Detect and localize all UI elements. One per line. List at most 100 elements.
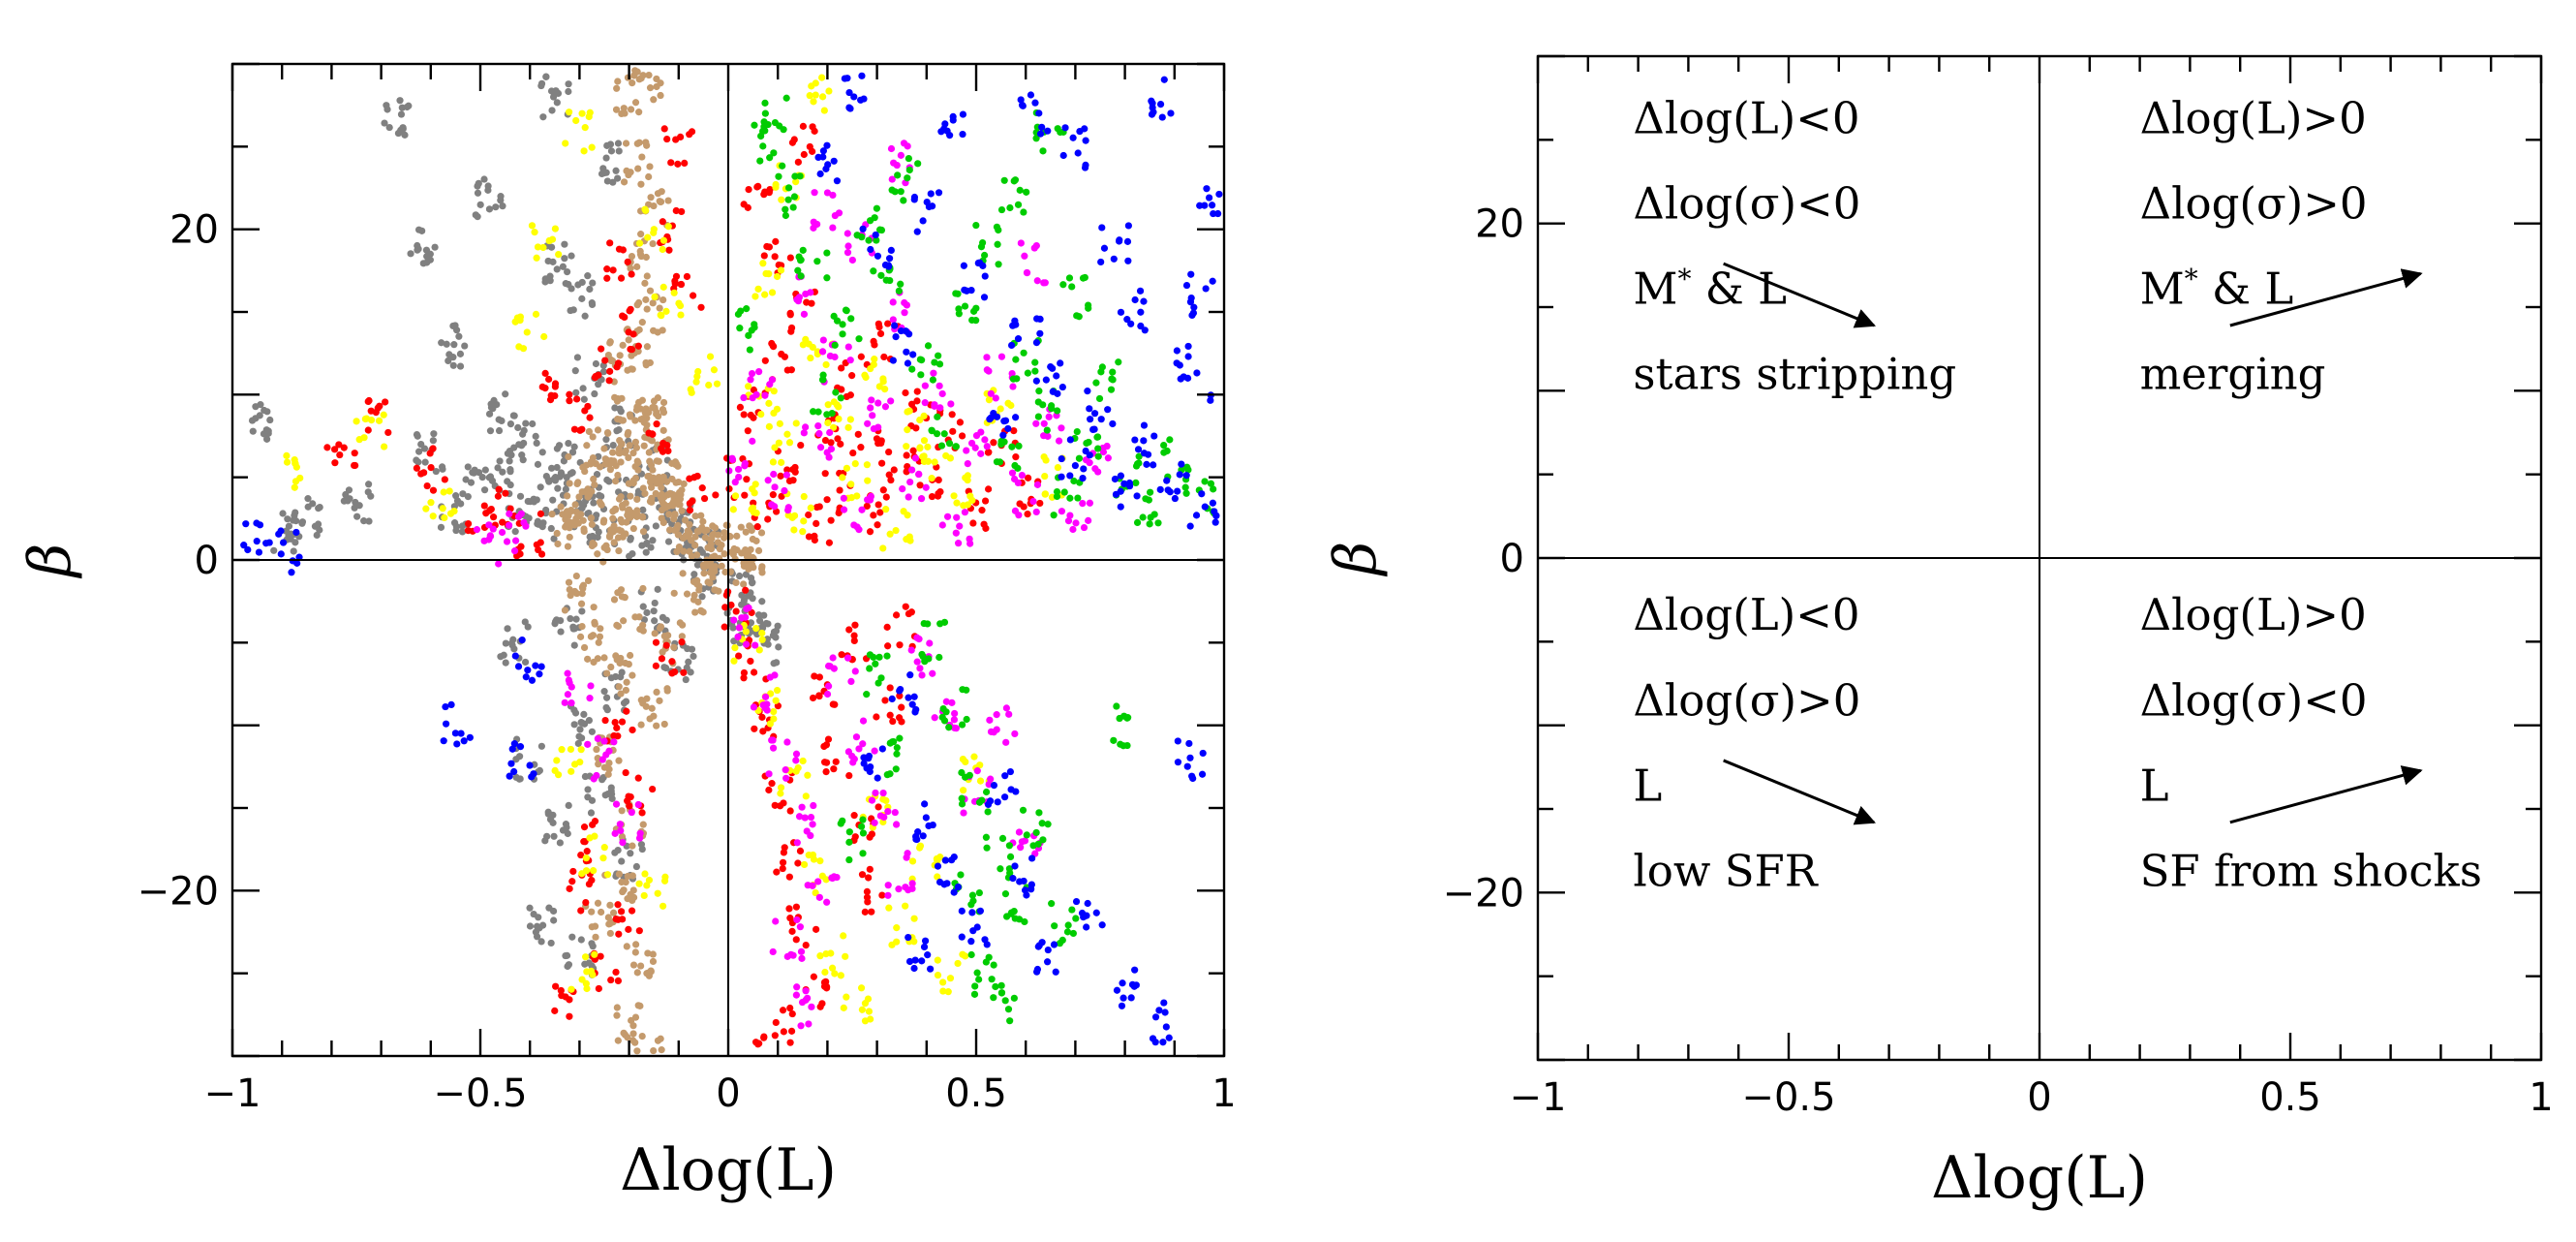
scatter-point-green: [1034, 413, 1042, 420]
scatter-point-tan: [623, 678, 630, 686]
scatter-point-blue: [1203, 185, 1211, 193]
scatter-point-red: [417, 470, 425, 478]
scatter-point-tan: [680, 480, 688, 488]
scatter-point-blue: [442, 720, 450, 728]
scatter-point-tan: [693, 576, 701, 584]
scatter-point-red: [838, 651, 845, 659]
scatter-point-grey: [601, 792, 609, 799]
scatter-point-yellow: [959, 755, 966, 763]
scatter-point-green: [1014, 201, 1023, 208]
scatter-point-tan: [559, 511, 567, 518]
scatter-point-red: [740, 668, 749, 677]
scatter-point-red: [494, 492, 502, 500]
x-tick-label: 1: [2529, 1075, 2553, 1120]
scatter-point-green: [1001, 890, 1010, 898]
scatter-point-tan: [594, 426, 602, 434]
scatter-point-blue: [460, 737, 468, 745]
scatter-point-grey: [754, 611, 763, 619]
scatter-point-grey: [476, 201, 484, 208]
scatter-point-red: [849, 449, 857, 457]
scatter-point-green: [845, 855, 853, 864]
scatter-point-grey: [539, 113, 547, 121]
scatter-point-red: [566, 397, 573, 405]
scatter-point-red: [429, 486, 438, 494]
scatter-point-tan: [578, 583, 587, 591]
scatter-point-yellow: [567, 767, 575, 775]
scatter-point-yellow: [997, 405, 1004, 413]
scatter-point-tan: [650, 96, 658, 104]
scatter-point-blue: [1044, 127, 1052, 135]
scatter-point-tan: [699, 608, 707, 616]
scatter-point-blue: [980, 294, 989, 301]
scatter-point-yellow: [844, 423, 852, 431]
scatter-point-magenta: [983, 354, 991, 361]
scatter-point-blue: [1019, 102, 1027, 109]
scatter-point-grey: [290, 516, 297, 524]
scatter-point-yellow: [761, 291, 769, 298]
scatter-point-grey: [537, 742, 545, 750]
scatter-point-grey: [464, 463, 472, 471]
scatter-point-green: [959, 686, 966, 694]
scatter-point-red: [576, 426, 584, 434]
scatter-point-blue: [1177, 375, 1184, 383]
scatter-point-green: [1016, 186, 1024, 194]
scatter-point-red: [902, 603, 909, 610]
scatter-point-magenta: [800, 429, 808, 437]
scatter-point-magenta: [844, 343, 852, 351]
axis-ticks: [1536, 54, 2543, 1062]
scatter-point-tan: [574, 512, 582, 520]
scatter-point-grey: [584, 786, 592, 793]
scatter-point-magenta: [803, 827, 811, 835]
scatter-point-blue: [1128, 980, 1137, 988]
scatter-point-red: [517, 543, 525, 550]
scatter-point-magenta: [1040, 432, 1048, 440]
scatter-point-red: [857, 353, 865, 360]
annotation-line: L: [2140, 760, 2169, 811]
y-tick-label: −20: [138, 869, 219, 914]
scatter-point-red: [823, 496, 831, 504]
scatter-point-red: [721, 604, 729, 611]
scatter-point-red: [742, 586, 750, 594]
scatter-point-grey: [535, 914, 542, 921]
scatter-point-grey: [500, 651, 507, 659]
scatter-point-tan: [614, 1037, 622, 1044]
scatter-point-red: [766, 185, 774, 194]
scatter-point-green: [928, 426, 935, 434]
scatter-point-blue: [1004, 424, 1012, 433]
scatter-point-grey: [495, 416, 503, 423]
scatter-point-yellow: [939, 987, 947, 995]
scatter-point-green: [1035, 388, 1043, 395]
scatter-point-grey: [591, 389, 598, 398]
scatter-point-magenta: [506, 510, 513, 517]
scatter-point-green: [937, 442, 946, 450]
scatter-point-magenta: [1011, 507, 1020, 514]
scatter-point-red: [689, 497, 696, 505]
scatter-point-blue: [1209, 499, 1216, 507]
scatter-point-red: [586, 414, 594, 421]
scatter-point-yellow: [591, 950, 598, 958]
scatter-point-tan: [610, 457, 618, 465]
scatter-point-magenta: [829, 224, 837, 232]
scatter-point-yellow: [775, 439, 782, 447]
scatter-point-blue: [961, 286, 968, 294]
scatter-point-grey: [542, 506, 550, 514]
scatter-point-grey: [351, 504, 358, 512]
scatter-point-yellow: [840, 1004, 847, 1011]
scatter-point-red: [606, 239, 614, 247]
scatter-point-green: [1010, 907, 1018, 916]
scatter-point-yellow: [523, 328, 531, 336]
scatter-point-tan: [617, 690, 625, 698]
scatter-point-grey: [519, 456, 527, 464]
scatter-point-grey: [542, 73, 550, 80]
scatter-point-grey: [687, 668, 694, 676]
scatter-point-blue: [265, 539, 273, 546]
scatter-point-blue: [905, 694, 912, 701]
scatter-point-blue: [1133, 492, 1141, 500]
scatter-point-tan: [699, 561, 708, 569]
scatter-point-magenta: [1032, 508, 1040, 516]
scatter-point-red: [665, 246, 673, 254]
scatter-point-magenta: [761, 391, 769, 399]
scatter-point-tan: [652, 489, 659, 498]
scatter-point-magenta: [751, 641, 759, 649]
scatter-point-yellow: [360, 434, 368, 442]
